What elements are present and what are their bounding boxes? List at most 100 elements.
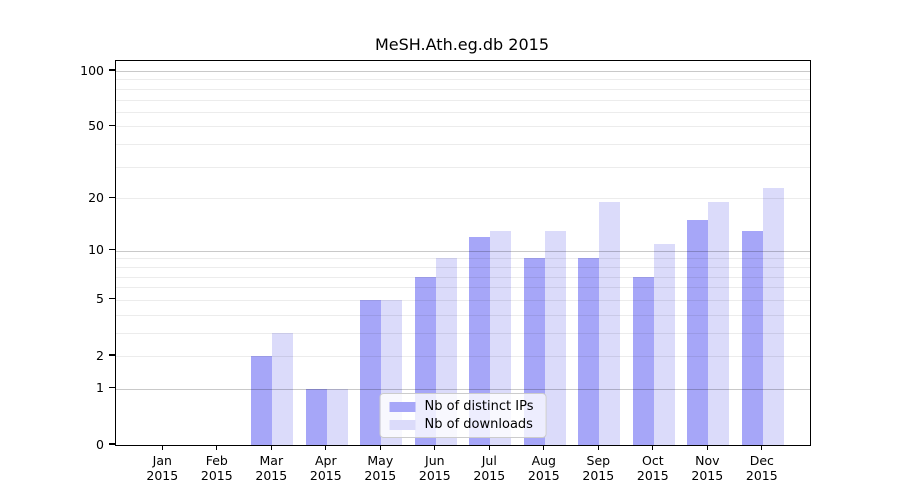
x-tick-label: May 2015 — [350, 453, 410, 483]
x-tick-year: 2015 — [636, 468, 669, 483]
x-tick-year: 2015 — [200, 468, 233, 483]
x-tick-month: Feb — [205, 453, 228, 468]
x-tick-year: 2015 — [745, 468, 778, 483]
bar-dec-downloads — [762, 187, 784, 445]
bar-nov-downloads — [708, 202, 730, 445]
legend-label-ips: Nb of distinct IPs — [424, 399, 534, 414]
x-tick-month: Aug — [531, 453, 556, 468]
y-tick-mark — [109, 124, 115, 127]
bar-sep-downloads — [599, 202, 621, 445]
legend-swatch-downloads — [389, 419, 416, 430]
x-tick-mark — [761, 445, 763, 451]
minor-gridline — [116, 144, 810, 146]
x-tick-month: May — [367, 453, 394, 468]
x-tick-label: Feb 2015 — [187, 453, 247, 483]
x-tick-month: Dec — [749, 453, 774, 468]
x-tick-label: Nov 2015 — [677, 453, 737, 483]
minor-gridline — [116, 276, 810, 278]
minor-gridline — [116, 258, 810, 260]
legend-row-downloads: Nb of downloads — [389, 417, 534, 432]
minor-gridline — [116, 111, 810, 113]
x-tick-mark — [216, 445, 218, 451]
y-tick-label: 1 — [96, 380, 104, 396]
x-tick-mark — [706, 445, 708, 451]
y-tick-mark — [109, 354, 115, 356]
x-tick-mark — [161, 445, 163, 451]
x-tick-mark — [488, 445, 490, 451]
x-tick-label: Jul 2015 — [459, 453, 519, 483]
y-tick-label: 0 — [96, 436, 104, 452]
minor-gridline — [116, 266, 810, 268]
x-tick-year: 2015 — [473, 468, 506, 483]
x-tick-year: 2015 — [309, 468, 342, 483]
x-tick-month: Nov — [695, 453, 720, 468]
x-tick-label: Sep 2015 — [568, 453, 628, 483]
x-tick-year: 2015 — [418, 468, 451, 483]
x-tick-month: Mar — [259, 453, 284, 468]
bar-oct-ips — [632, 276, 654, 445]
bar-oct-downloads — [653, 243, 675, 445]
legend-label-downloads: Nb of downloads — [424, 417, 533, 432]
bar-may-ips — [360, 299, 382, 445]
x-tick-month: Sep — [586, 453, 611, 468]
legend: Nb of distinct IPs Nb of downloads — [379, 393, 547, 438]
minor-gridline — [116, 198, 810, 200]
x-tick-label: Mar 2015 — [241, 453, 301, 483]
minor-gridline — [116, 332, 810, 334]
minor-gridline — [116, 88, 810, 90]
chart-title: MeSH.Ath.eg.db 2015 — [374, 35, 549, 54]
y-tick-mark — [109, 69, 115, 71]
x-tick-year: 2015 — [691, 468, 724, 483]
x-tick-label: Oct 2015 — [623, 453, 683, 483]
y-tick-label: 20 — [88, 189, 104, 205]
legend-swatch-ips — [389, 401, 416, 412]
x-tick-year: 2015 — [255, 468, 288, 483]
y-tick-label: 2 — [96, 347, 104, 363]
bar-apr-downloads — [326, 388, 348, 445]
minor-gridline — [116, 166, 810, 168]
x-tick-label: Apr 2015 — [296, 453, 356, 483]
y-tick-mark — [109, 387, 115, 389]
minor-gridline — [116, 126, 810, 128]
bar-sep-ips — [578, 258, 600, 445]
bar-aug-downloads — [544, 231, 566, 445]
minor-gridline — [116, 99, 810, 101]
y-tick-mark — [109, 249, 115, 251]
x-tick-label: Jan 2015 — [132, 453, 192, 483]
x-tick-label: Dec 2015 — [732, 453, 792, 483]
y-tick-mark — [109, 443, 115, 445]
x-tick-mark — [597, 445, 599, 451]
x-tick-year: 2015 — [146, 468, 179, 483]
y-tick-label: 50 — [88, 117, 104, 133]
y-tick-label: 5 — [96, 291, 104, 307]
x-tick-mark — [652, 445, 654, 451]
x-tick-month: Jan — [152, 453, 172, 468]
bar-apr-ips — [305, 388, 327, 445]
minor-gridline — [116, 79, 810, 81]
x-tick-year: 2015 — [364, 468, 397, 483]
x-tick-mark — [434, 445, 436, 451]
x-tick-year: 2015 — [527, 468, 560, 483]
y-tick-mark — [109, 298, 115, 300]
bar-jul-downloads — [490, 231, 512, 445]
x-tick-year: 2015 — [582, 468, 615, 483]
minor-gridline — [116, 287, 810, 289]
x-tick-mark — [270, 445, 272, 451]
x-tick-mark — [543, 445, 545, 451]
minor-gridline — [116, 314, 810, 316]
x-tick-label: Aug 2015 — [514, 453, 574, 483]
y-tick-label: 100 — [80, 62, 104, 78]
major-gridline — [116, 250, 810, 252]
x-tick-mark — [325, 445, 327, 451]
bar-mar-ips — [251, 356, 273, 445]
plot-area: Nb of distinct IPs Nb of downloads — [115, 60, 811, 446]
x-tick-month: Oct — [641, 453, 664, 468]
minor-gridline — [116, 356, 810, 357]
y-tick-mark — [109, 196, 115, 198]
x-tick-mark — [379, 445, 381, 451]
x-tick-month: Apr — [314, 453, 337, 468]
x-tick-label: Jun 2015 — [405, 453, 465, 483]
x-tick-month: Jul — [481, 453, 497, 468]
major-gridline — [116, 388, 810, 390]
y-tick-label: 10 — [88, 242, 104, 258]
